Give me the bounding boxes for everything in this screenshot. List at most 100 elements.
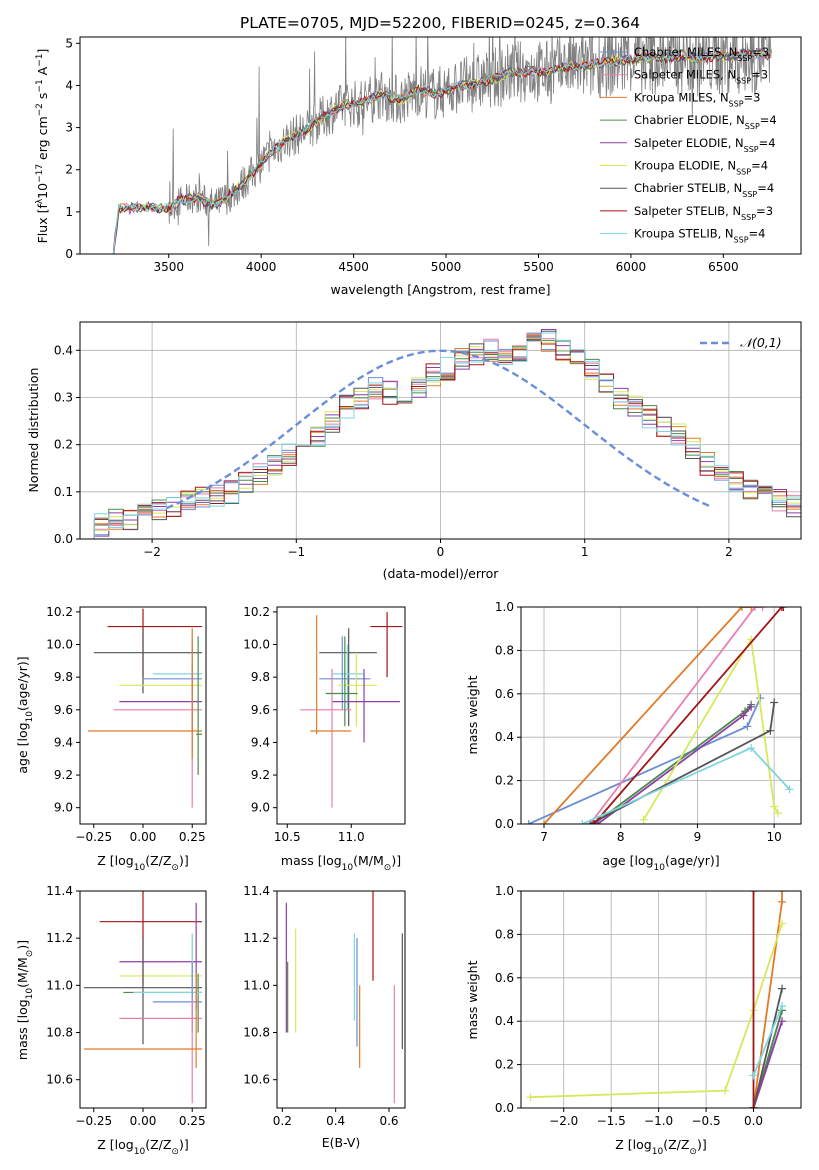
x-axis-label-part: 10 [342, 863, 354, 873]
y-tick-label: 0.2 [54, 438, 73, 452]
x-tick-label: 4500 [338, 260, 369, 274]
cumulative-line-kroupa_miles [543, 607, 752, 824]
x-tick-label: 6000 [616, 260, 647, 274]
y-tick-label: 9.6 [54, 703, 73, 717]
legend-entry-suffix: =3 [744, 90, 761, 104]
y-axis-label: mass weight [465, 960, 480, 1039]
x-axis-label-part: Z [log [97, 1137, 133, 1152]
y-tick-label: 0.0 [495, 1101, 514, 1115]
y-axis-label-part: λ [35, 198, 45, 204]
plot-area [526, 891, 787, 1108]
y-axis-label-part: mass [log [15, 999, 30, 1060]
cumulative-marker-kroupa_elodie [721, 1086, 730, 1095]
y-axis-label-part: −1 [35, 54, 45, 67]
x-axis-label: wavelength [Angstrom, rest frame] [330, 282, 550, 297]
legend-entry-suffix: =4 [749, 227, 766, 241]
cumulative-marker-kroupa_elodie [770, 802, 779, 811]
cumulative-marker-kroupa_miles [540, 820, 549, 824]
cumulative-line-chabrier_stelib [752, 988, 783, 1108]
histogram-kroupa_stelib [80, 332, 801, 539]
y-tick-label: 4 [65, 78, 73, 92]
x-axis-label: Z [log10(Z/Z⊙)] [97, 853, 188, 873]
cumulative-marker-kroupa_stelib [785, 785, 794, 794]
x-axis-label-part: (Z/Z [663, 1137, 689, 1152]
y-tick-label: 9.8 [251, 670, 270, 684]
y-tick-label: 9.2 [54, 768, 73, 782]
legend-entry: Salpeter ELODIE, NSSP=4 [634, 136, 776, 154]
x-tick-label: −0.25 [75, 830, 112, 844]
x-axis-label: mass [log10(M/M⊙)] [281, 853, 401, 873]
legend-entry-sub: SSP [736, 167, 751, 176]
y-axis-label-part: (M/M [15, 957, 30, 988]
y-tick-label: 9.4 [54, 735, 73, 749]
cumulative-marker-salpeter_stelib [779, 607, 788, 611]
legend-entry-name: Chabrier ELODIE, N [634, 113, 745, 127]
x-axis-label-part: 10 [654, 863, 666, 873]
figure-title: PLATE=0705, MJD=52200, FIBERID=0245, z=0… [240, 14, 640, 32]
x-tick-label: 9 [694, 830, 702, 844]
y-tick-label: 9.4 [251, 735, 270, 749]
cumulative-marker-salpeter_miles [758, 607, 767, 611]
cumulative-line-salpeter_stelib [593, 607, 784, 824]
legend-entry-name: Salpeter STELIB, N [634, 204, 741, 218]
x-axis-label-part: )] [179, 853, 189, 868]
cumulative-marker-kroupa_stelib [778, 1002, 787, 1011]
cumulative-marker-kroupa_elodie [778, 919, 787, 928]
y-axis-label-part: 10 [25, 988, 35, 1000]
axes-cumweight_vs_Z: −2.0 −1.5 −1.0 −0.5 0.0 0.0 0.2 0.4 0.6 0.8 1.0 Z [… [465, 884, 802, 1157]
x-axis-label-part: )] [179, 1137, 189, 1152]
y-tick-label: 0.2 [495, 774, 514, 788]
legend-entry-name: Salpeter MILES, N [634, 68, 736, 82]
axes-frame [520, 890, 802, 1109]
y-tick-label: 0.0 [495, 817, 514, 831]
cumulative-marker-kroupa_miles [778, 891, 787, 895]
cumulative-line-chabrier_elodie [593, 703, 752, 824]
axes-spectrum: 3500 4000 4500 5000 5500 6000 6500 0 1 2 3 4 5 wavele… [35, 36, 802, 297]
x-axis-label-part: ⊙ [171, 1147, 179, 1157]
legend-entry-name: Kroupa MILES, N [634, 90, 729, 104]
y-axis-label: Flux [fλ10−17 erg cm−2 s−1 A−1] [35, 49, 50, 244]
spectrum-data-line [112, 37, 772, 254]
x-tick-label: −0.25 [75, 1114, 112, 1128]
legend-entry-sub: SSP [729, 99, 744, 108]
y-tick-label: 11.0 [243, 978, 270, 992]
y-tick-label: 0.6 [495, 687, 514, 701]
x-tick-label: −2 [143, 545, 161, 559]
plot-area [80, 329, 801, 539]
x-tick-label: 10.5 [274, 830, 301, 844]
x-tick-label: 2 [725, 545, 733, 559]
y-tick-label: 0 [65, 247, 73, 261]
x-tick-label: −1 [287, 545, 305, 559]
y-tick-label: 0.4 [495, 730, 514, 744]
legend-entry-suffix: =4 [757, 181, 774, 195]
x-tick-label: 0 [437, 545, 445, 559]
x-axis-label-part: (age/yr)] [665, 853, 720, 868]
cumulative-marker-salpeter_elodie [778, 1017, 787, 1026]
x-axis-label: Z [log10(Z/Z⊙)] [97, 1137, 188, 1157]
legend-entry-suffix: =3 [752, 45, 769, 59]
plot-area [300, 611, 403, 808]
legend-entry: Kroupa STELIB, NSSP=4 [634, 227, 765, 245]
cumulative-marker-kroupa_miles [737, 607, 746, 611]
x-tick-label: 0.00 [130, 830, 157, 844]
cumulative-marker-kroupa_stelib [749, 1071, 758, 1080]
cumulative-marker-chabrier_stelib [778, 984, 787, 993]
x-tick-label: 8 [617, 830, 625, 844]
cumulative-marker-kroupa_stelib [747, 744, 756, 753]
y-tick-label: 10.2 [243, 605, 270, 619]
x-tick-label: 0.25 [179, 1114, 206, 1128]
legend-entry-name: Kroupa STELIB, N [634, 227, 734, 241]
cumulative-marker-chabrier_stelib [770, 698, 779, 707]
cumulative-marker-salpeter_stelib [589, 820, 598, 824]
y-axis-label: mass weight [465, 675, 480, 754]
y-axis-label-part: −1 [35, 79, 45, 92]
x-axis-label-part: age [log [602, 853, 653, 868]
y-tick-label: 9.0 [54, 801, 73, 815]
cumulative-line-kroupa_elodie [642, 636, 779, 821]
x-axis-label-part: ⊙ [171, 863, 179, 873]
cumulative-marker-salpeter_miles [750, 607, 759, 611]
y-tick-label: 11.2 [46, 931, 73, 945]
